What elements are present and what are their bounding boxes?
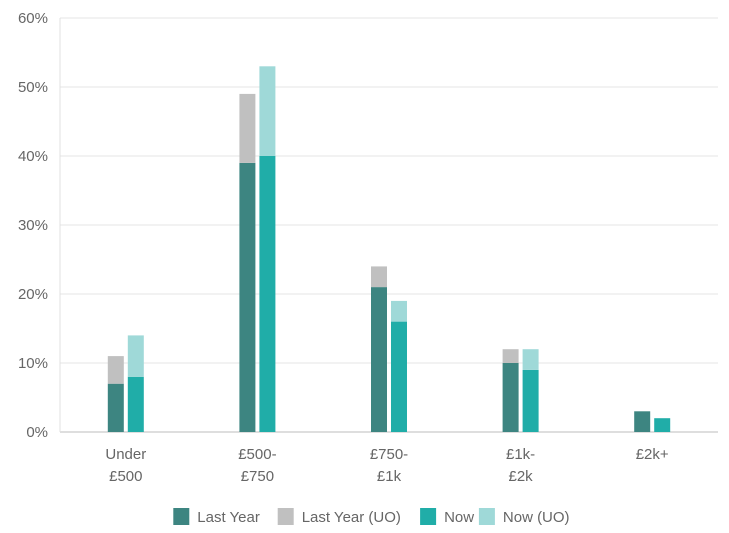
x-category-label: £1k- [506,446,535,463]
legend-item-now-uo: Now (UO) [478,508,570,526]
y-tick-label: 50% [18,79,48,96]
bar-now-2 [391,321,407,432]
y-tick-label: 10% [18,355,48,372]
legend-swatch [173,508,190,525]
x-category-label: £750- [370,446,408,463]
bar-now-1 [259,156,276,432]
bar-last-year-3 [502,363,519,432]
x-category-label: £500 [109,468,142,485]
gridlines [59,17,718,433]
legend-swatch [277,508,294,525]
legend-item-last-year: Last Year [173,508,260,526]
legend-item-now: Now [420,508,474,526]
legend-label: Last Year (UO) [302,509,401,526]
y-tick-label: 30% [18,217,48,234]
bar-last-year-uo-3 [502,349,519,363]
y-tick-label: 20% [18,286,48,303]
bar-now-3 [522,369,539,432]
bar-now-4 [654,418,671,432]
y-tick-label: 40% [18,148,48,165]
bar-now-uo-2 [391,300,407,322]
bar-now-uo-3 [522,349,539,370]
bar-last-year-4 [634,411,651,432]
bar-now-uo-1 [259,66,276,156]
legend-label: Now [444,509,474,526]
y-tick-label: 60% [18,10,48,27]
x-category-label: £2k+ [636,446,669,463]
legend-label: Now (UO) [503,509,570,526]
bar-now-0 [127,376,144,432]
bar-last-year-uo-2 [371,266,387,288]
bar-last-year-uo-1 [239,93,256,163]
x-category-label: £2k [509,468,534,485]
x-axis-labels: Under £500 £500- £750 £750- £1k £1k- £2k £2k+ [105,446,669,485]
y-axis: 0% 10% 20% 30% 40% 50% 60% [18,10,48,441]
bars [107,66,671,432]
x-category-label: Under [105,446,146,463]
legend: Last Year Last Year (UO) Now Now (UO) [173,508,570,526]
bar-last-year-0 [107,383,124,432]
bar-now-uo-0 [127,335,144,377]
legend-label: Last Year [197,509,260,526]
bar-last-year-uo-0 [107,356,124,384]
legend-item-last-year-uo: Last Year (UO) [277,508,401,526]
bar-last-year-2 [371,287,387,432]
bar-last-year-1 [239,162,256,432]
legend-swatch [420,508,437,525]
x-category-label: £500- [238,446,276,463]
x-category-label: £750 [241,468,274,485]
x-category-label: £1k [377,468,402,485]
y-tick-label: 0% [26,424,48,441]
legend-swatch [478,508,495,525]
